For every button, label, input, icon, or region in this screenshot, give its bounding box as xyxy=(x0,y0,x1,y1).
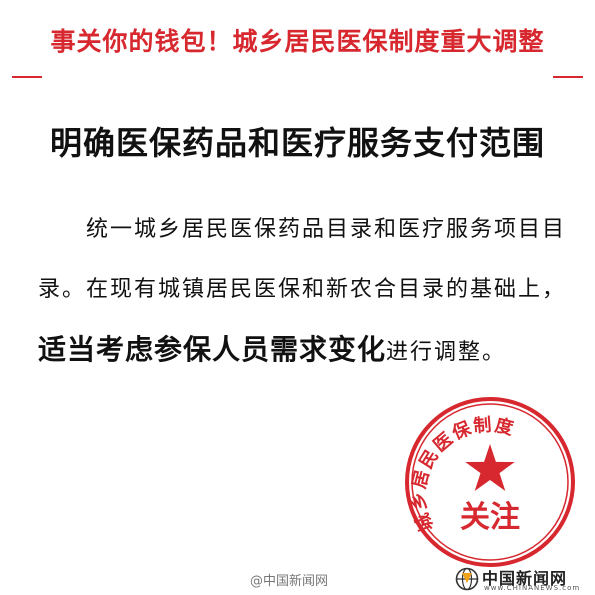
logo-url: www.CHINANEWS.com xyxy=(484,584,581,592)
stamp-center-text: 关注 xyxy=(460,500,520,535)
body-text-part1: 统一城乡居民医保药品目录和医疗服务项目目录。在现有城镇居民医保和新农合目录的基础… xyxy=(38,217,567,302)
star-icon xyxy=(465,444,515,491)
body-text-part2: 进行调整。 xyxy=(386,340,507,365)
body-emphasis: 适当考虑参保人员需求变化 xyxy=(38,333,387,366)
headline: 明确医保药品和医疗服务支付范围 xyxy=(49,124,545,162)
weibo-watermark: @中国新闻网 xyxy=(250,574,329,589)
body-paragraph: 统一城乡居民医保药品目录和医疗服务项目目录。在现有城镇居民医保和新农合目录的基础… xyxy=(38,200,568,383)
chinanews-logo: 中国新闻网 www.CHINANEWS.com xyxy=(455,565,590,593)
banner-title: 事关你的钱包！城乡居民医保制度重大调整 xyxy=(50,27,545,56)
globe-icon xyxy=(455,567,479,591)
header-rule-left xyxy=(12,76,42,78)
header-rule-right xyxy=(553,76,583,78)
attention-stamp: 城乡居民医保制度 关注 xyxy=(405,397,575,567)
logo-name: 中国新闻网 xyxy=(482,569,568,588)
